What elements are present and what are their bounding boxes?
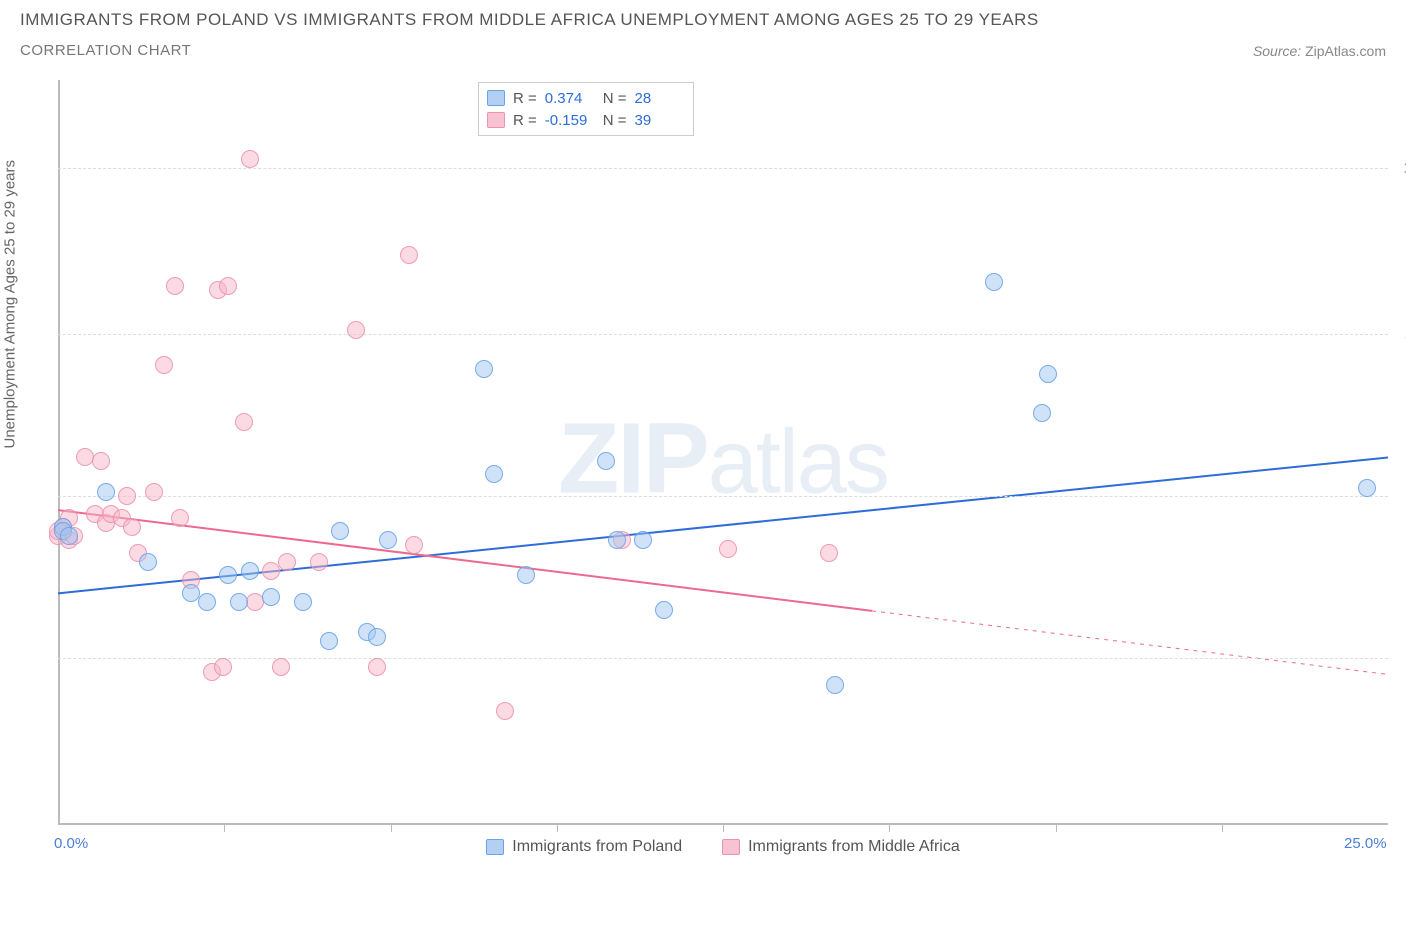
stats-row-pink: R = -0.159 N = 39	[487, 109, 685, 131]
scatter-point	[331, 522, 349, 540]
scatter-point	[826, 676, 844, 694]
legend-label: Immigrants from Poland	[512, 838, 682, 856]
r-label: R =	[513, 112, 537, 129]
x-tick	[224, 824, 225, 832]
scatter-point	[145, 483, 163, 501]
scatter-point	[139, 553, 157, 571]
n-label: N =	[603, 112, 627, 129]
scatter-point	[820, 544, 838, 562]
scatter-point	[485, 465, 503, 483]
scatter-plot: ZIPatlas R = 0.374 N = 28 R = -0.159 N =…	[58, 80, 1388, 870]
subtitle-row: CORRELATION CHART Source: ZipAtlas.com	[20, 42, 1386, 59]
scatter-point	[379, 531, 397, 549]
gridline-h	[58, 168, 1388, 169]
scatter-point	[368, 628, 386, 646]
scatter-point	[123, 518, 141, 536]
scatter-point	[597, 452, 615, 470]
scatter-point	[92, 452, 110, 470]
chart-subtitle: CORRELATION CHART	[20, 42, 191, 59]
source-name: ZipAtlas.com	[1305, 43, 1386, 59]
scatter-point	[320, 632, 338, 650]
scatter-point	[166, 277, 184, 295]
chart-header: IMMIGRANTS FROM POLAND VS IMMIGRANTS FRO…	[0, 0, 1406, 59]
gridline-h	[58, 334, 1388, 335]
scatter-point	[634, 531, 652, 549]
r-value: -0.159	[545, 112, 595, 129]
scatter-point	[272, 658, 290, 676]
n-label: N =	[603, 90, 627, 107]
scatter-point	[214, 658, 232, 676]
scatter-point	[310, 553, 328, 571]
scatter-point	[241, 562, 259, 580]
source-prefix: Source:	[1253, 43, 1305, 59]
scatter-point	[241, 150, 259, 168]
scatter-point	[294, 593, 312, 611]
trend-line	[872, 611, 1388, 675]
series-legend: Immigrants from Poland Immigrants from M…	[58, 838, 1388, 856]
x-tick	[557, 824, 558, 832]
scatter-point	[230, 593, 248, 611]
scatter-point	[1358, 479, 1376, 497]
correlation-chart: ZIPatlas R = 0.374 N = 28 R = -0.159 N =…	[58, 80, 1388, 870]
scatter-point	[1039, 365, 1057, 383]
scatter-point	[496, 702, 514, 720]
scatter-point	[235, 413, 253, 431]
scatter-point	[347, 321, 365, 339]
scatter-point	[608, 531, 626, 549]
scatter-point	[219, 566, 237, 584]
scatter-point	[97, 483, 115, 501]
gridline-h	[58, 496, 1388, 497]
y-axis-label: Unemployment Among Ages 25 to 29 years	[2, 160, 19, 449]
legend-item-poland: Immigrants from Poland	[486, 838, 682, 856]
x-tick	[1222, 824, 1223, 832]
scatter-point	[198, 593, 216, 611]
scatter-point	[1033, 404, 1051, 422]
swatch-pink-icon	[487, 112, 505, 128]
scatter-point	[368, 658, 386, 676]
scatter-point	[118, 487, 136, 505]
scatter-point	[219, 277, 237, 295]
swatch-blue-icon	[486, 839, 504, 855]
x-tick	[889, 824, 890, 832]
scatter-point	[278, 553, 296, 571]
legend-label: Immigrants from Middle Africa	[748, 838, 960, 856]
scatter-point	[60, 527, 78, 545]
n-value: 39	[635, 112, 685, 129]
chart-title: IMMIGRANTS FROM POLAND VS IMMIGRANTS FRO…	[20, 10, 1386, 30]
legend-item-middle-africa: Immigrants from Middle Africa	[722, 838, 960, 856]
x-tick	[391, 824, 392, 832]
r-value: 0.374	[545, 90, 595, 107]
scatter-point	[475, 360, 493, 378]
x-tick	[723, 824, 724, 832]
scatter-point	[405, 536, 423, 554]
scatter-point	[400, 246, 418, 264]
trend-lines	[58, 80, 1388, 870]
scatter-point	[262, 588, 280, 606]
gridline-h	[58, 658, 1388, 659]
stats-row-blue: R = 0.374 N = 28	[487, 87, 685, 109]
scatter-point	[155, 356, 173, 374]
r-label: R =	[513, 90, 537, 107]
swatch-pink-icon	[722, 839, 740, 855]
stats-legend-box: R = 0.374 N = 28 R = -0.159 N = 39	[478, 82, 694, 136]
scatter-point	[171, 509, 189, 527]
swatch-blue-icon	[487, 90, 505, 106]
x-tick	[1056, 824, 1057, 832]
watermark-bold: ZIP	[558, 403, 708, 515]
scatter-point	[655, 601, 673, 619]
scatter-point	[985, 273, 1003, 291]
y-axis	[58, 80, 60, 825]
scatter-point	[517, 566, 535, 584]
scatter-point	[719, 540, 737, 558]
watermark-rest: atlas	[708, 413, 888, 513]
source-attribution: Source: ZipAtlas.com	[1253, 43, 1386, 59]
n-value: 28	[635, 90, 685, 107]
